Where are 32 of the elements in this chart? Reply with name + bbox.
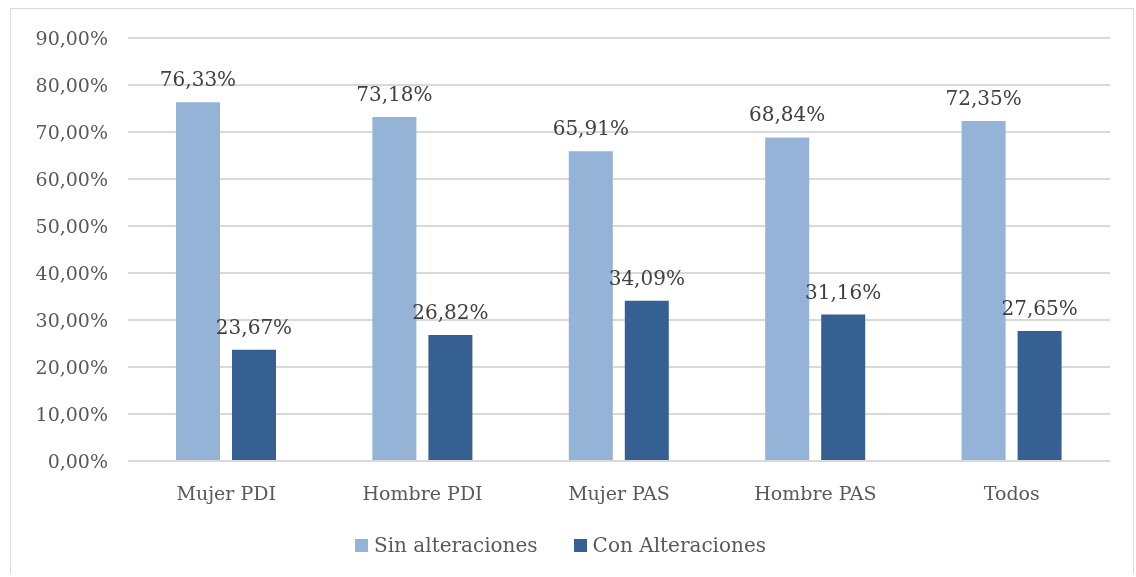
- data-label: 73,18%: [356, 82, 433, 107]
- data-label: 65,91%: [552, 116, 629, 141]
- data-label: 76,33%: [159, 67, 237, 92]
- data-label: 34,09%: [608, 265, 685, 290]
- y-tick-label: 40,00%: [35, 261, 108, 284]
- x-tick-label: Hombre PAS: [754, 482, 877, 505]
- data-label: 68,84%: [749, 102, 826, 127]
- bar: [624, 300, 669, 461]
- y-tick-label: 60,00%: [35, 167, 108, 190]
- x-tick-label: Todos: [983, 482, 1040, 505]
- y-tick-label: 90,00%: [35, 26, 108, 49]
- legend-label: Sin alteraciones: [373, 533, 538, 557]
- x-tick-label: Mujer PDI: [176, 482, 276, 505]
- bar: [821, 314, 866, 461]
- data-label: 31,16%: [805, 279, 882, 304]
- x-tick-label: Mujer PAS: [568, 482, 670, 505]
- y-tick-label: 30,00%: [35, 308, 108, 331]
- data-label: 27,65%: [1001, 296, 1078, 321]
- data-label: 26,82%: [412, 299, 489, 324]
- bar: [232, 349, 276, 461]
- bar: [428, 334, 473, 461]
- y-tick-label: 0,00%: [47, 449, 108, 472]
- y-tick-label: 10,00%: [35, 402, 108, 425]
- y-tick-label: 20,00%: [35, 355, 108, 378]
- legend-label: Con Alteraciones: [592, 533, 767, 557]
- y-tick-label: 70,00%: [35, 120, 108, 143]
- y-tick-label: 80,00%: [35, 73, 108, 96]
- data-label: 72,35%: [945, 85, 1022, 110]
- x-tick-label: Hombre PDI: [362, 482, 483, 505]
- data-label: 23,67%: [215, 314, 293, 339]
- y-tick-label: 50,00%: [35, 214, 108, 237]
- bar: [1017, 331, 1062, 461]
